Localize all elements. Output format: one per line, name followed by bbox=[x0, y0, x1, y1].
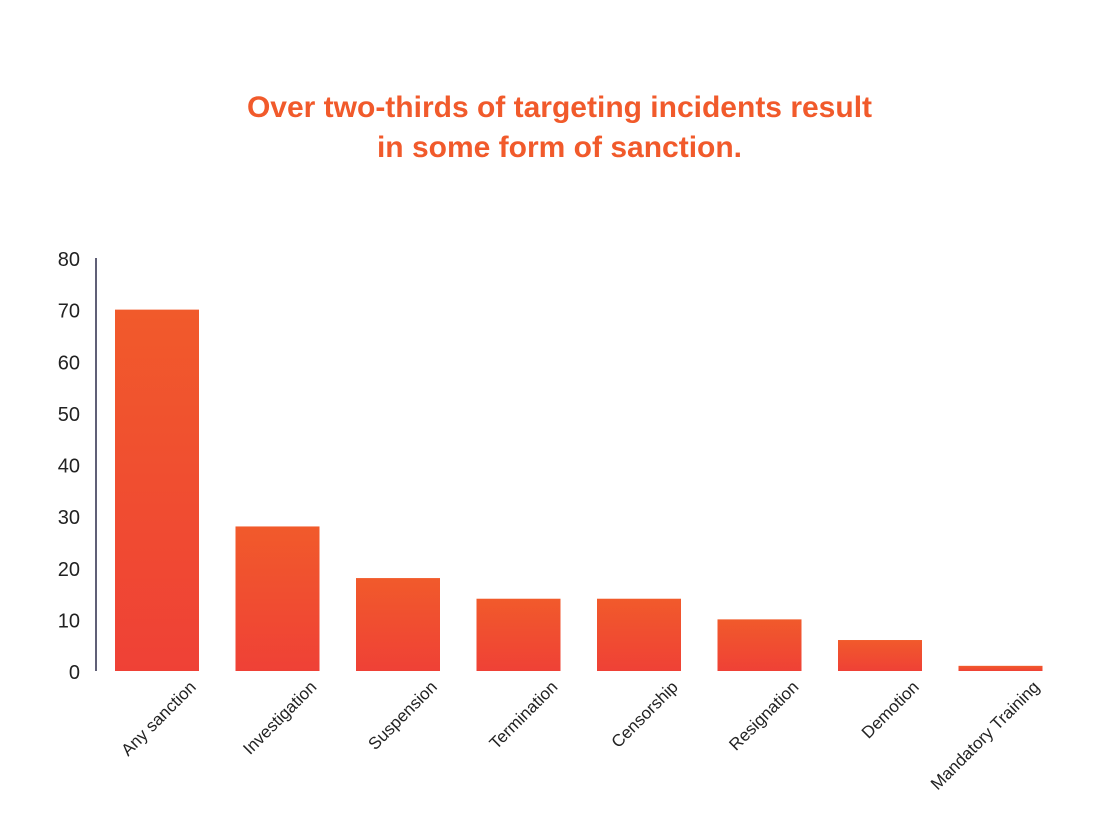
y-tick-label: 10 bbox=[58, 610, 80, 632]
y-tick-label: 20 bbox=[58, 559, 80, 581]
y-tick-label: 60 bbox=[58, 352, 80, 374]
chart-title-line-2: in some form of sanction. bbox=[376, 131, 743, 164]
x-category-label: Termination bbox=[486, 677, 562, 753]
y-tick-label: 30 bbox=[58, 507, 80, 529]
bar-demotion bbox=[838, 640, 922, 671]
bar-termination bbox=[476, 598, 561, 671]
x-category-label: Investigation bbox=[239, 677, 320, 758]
x-category-label: Demotion bbox=[858, 677, 923, 742]
x-category-label: Any sanction bbox=[118, 677, 200, 759]
chart-title-line-1: Over two-thirds of targeting incidents r… bbox=[246, 91, 873, 124]
bar-any-sanction bbox=[115, 309, 199, 671]
y-tick-label: 70 bbox=[58, 301, 80, 323]
x-category-label: Mandatory Training bbox=[927, 677, 1043, 793]
bar-resignation bbox=[717, 619, 802, 671]
bar-mandatory-training bbox=[958, 665, 1043, 671]
x-category-label: Suspension bbox=[365, 677, 441, 753]
bar-suspension bbox=[356, 578, 440, 671]
y-tick-label: 50 bbox=[58, 404, 80, 426]
x-category-label: Resignation bbox=[725, 677, 802, 754]
y-axis: 0 10 20 30 40 50 60 70 80 bbox=[58, 249, 97, 684]
x-category-label: Censorship bbox=[608, 677, 682, 751]
y-tick-label: 40 bbox=[58, 456, 80, 478]
y-tick-label: 0 bbox=[69, 662, 80, 684]
bars bbox=[115, 309, 1043, 671]
chart-title: Over two-thirds of targeting incidents r… bbox=[0, 88, 1119, 168]
x-axis-labels: Any sanction Investigation Suspension Termi… bbox=[118, 677, 1044, 793]
bar-censorship bbox=[597, 598, 681, 671]
bar-investigation bbox=[235, 526, 320, 671]
y-tick-label: 80 bbox=[58, 249, 80, 271]
